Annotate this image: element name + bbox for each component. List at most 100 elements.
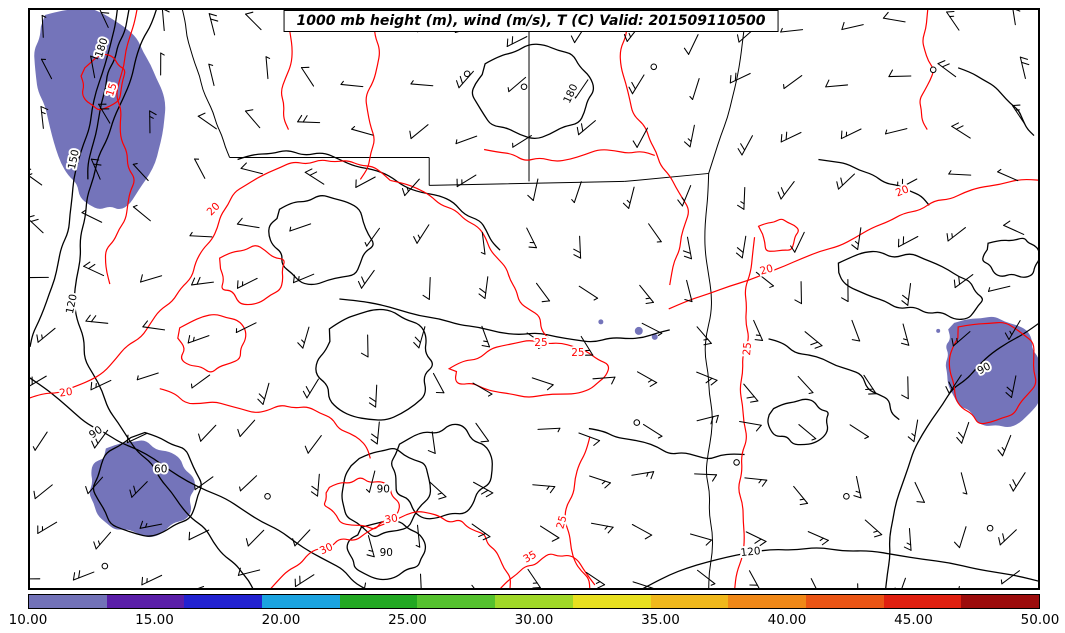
wind-barb-feather	[132, 163, 138, 165]
wind-barb	[194, 476, 214, 491]
wind-barb-feather	[90, 158, 100, 161]
wind-barb	[961, 421, 970, 444]
wind-barb	[294, 574, 315, 588]
wind-barb-feather	[593, 440, 601, 446]
wind-barb	[37, 521, 58, 534]
wind-barb-feather	[237, 567, 241, 576]
wind-barb-feather	[417, 234, 421, 240]
wind-barbs-layer	[30, 10, 1030, 588]
wind-barb-feather	[735, 252, 743, 259]
wind-barb-feather	[853, 495, 862, 499]
wind-barb-feather	[427, 450, 436, 454]
wind-barb-feather	[244, 109, 254, 112]
wind-barb-feather	[649, 382, 658, 387]
wind-barb	[1011, 375, 1017, 398]
wind-barb-feather	[351, 125, 356, 130]
wind-barb-feather	[785, 131, 788, 141]
wind-barb-feather	[758, 479, 762, 484]
wind-barb-feather	[955, 125, 964, 130]
wind-barb	[951, 125, 971, 139]
wind-barb-feather	[997, 168, 1002, 173]
wind-barb	[90, 158, 101, 180]
wind-barb	[197, 115, 217, 130]
wind-barb-feather	[90, 55, 99, 60]
height-contour	[315, 308, 433, 421]
wind-barb	[87, 476, 104, 495]
wind-barb	[849, 424, 869, 438]
wind-barb-feather	[93, 541, 97, 550]
wind-barb-feather	[987, 287, 991, 292]
wind-barb	[98, 103, 111, 124]
wind-barb-feather	[487, 393, 493, 397]
colorbar-segment	[572, 595, 651, 608]
wind-barb-feather	[647, 379, 653, 383]
wind-barb-feather	[257, 398, 264, 405]
temperature-contour	[500, 553, 596, 588]
shaded-region	[598, 319, 604, 325]
wind-barb-feather	[88, 263, 96, 270]
colorbar-segment	[184, 595, 263, 608]
wind-barb	[455, 135, 478, 145]
wind-barb-feather	[854, 240, 859, 245]
wind-barb-feather	[360, 352, 369, 358]
wind-barb-feather	[551, 537, 560, 542]
wind-barb	[686, 279, 693, 303]
wind-barb	[366, 227, 381, 247]
wind-barb-feather	[729, 75, 732, 84]
height-contour	[341, 447, 432, 538]
wind-barb	[294, 529, 311, 547]
wind-barb	[41, 14, 44, 38]
wind-barb	[126, 432, 148, 444]
wind-barb-feather	[937, 60, 946, 65]
height-contour	[268, 195, 374, 286]
wind-barb	[191, 281, 214, 286]
wind-barb-feather	[604, 482, 611, 489]
wind-barb	[696, 371, 718, 381]
wind-barb-feather	[754, 538, 762, 544]
wind-barb-feather	[265, 56, 271, 59]
wind-barb-feather	[593, 297, 599, 301]
wind-barb-feather	[480, 252, 486, 255]
calm-wind-circle	[520, 83, 528, 91]
wind-barb-feather	[78, 570, 81, 579]
wind-barb	[535, 282, 551, 302]
wind-barb-feather	[94, 436, 99, 445]
wind-barb-feather	[884, 129, 888, 135]
colorbar-tick-label: 35.00	[641, 612, 680, 628]
wind-barb-feather	[413, 341, 420, 349]
wind-barb-feather	[570, 35, 576, 44]
contour-label: 20	[58, 386, 73, 400]
wind-barb-feather	[901, 394, 909, 400]
wind-barb-feather	[237, 428, 241, 438]
wind-barb-feather	[41, 111, 46, 115]
wind-barb-feather	[746, 396, 755, 399]
wind-barb-feather	[72, 572, 76, 581]
wind-barb-feather	[415, 544, 421, 548]
wind-barb	[780, 29, 804, 33]
wind-barb	[161, 10, 165, 32]
wind-barb-feather	[482, 536, 491, 541]
wind-barb-feather	[902, 294, 909, 301]
wind-barb-feather	[357, 280, 363, 289]
wind-barb	[239, 419, 256, 438]
shaded-region	[936, 328, 941, 333]
wind-barb	[297, 121, 321, 124]
wind-barb-feather	[198, 433, 202, 442]
wind-barb	[902, 323, 910, 346]
wind-barb-feather	[622, 202, 630, 209]
wind-barb-feather	[902, 338, 908, 341]
wind-barb	[948, 374, 962, 394]
wind-barb	[417, 524, 421, 548]
wind-barb	[431, 431, 436, 454]
map-title: 1000 mb height (m), wind (m/s), T (C) Va…	[296, 13, 766, 29]
wind-barb-feather	[160, 52, 165, 56]
calm-wind-circle	[264, 493, 271, 500]
wind-barb-feather	[740, 201, 745, 205]
wind-barb	[1011, 105, 1026, 125]
wind-barb	[960, 472, 968, 495]
height-contour	[471, 43, 595, 140]
wind-barb-feather	[546, 384, 554, 391]
wind-barb-feather	[304, 168, 313, 173]
wind-barb-feather	[97, 540, 101, 546]
wind-barb	[580, 335, 594, 356]
